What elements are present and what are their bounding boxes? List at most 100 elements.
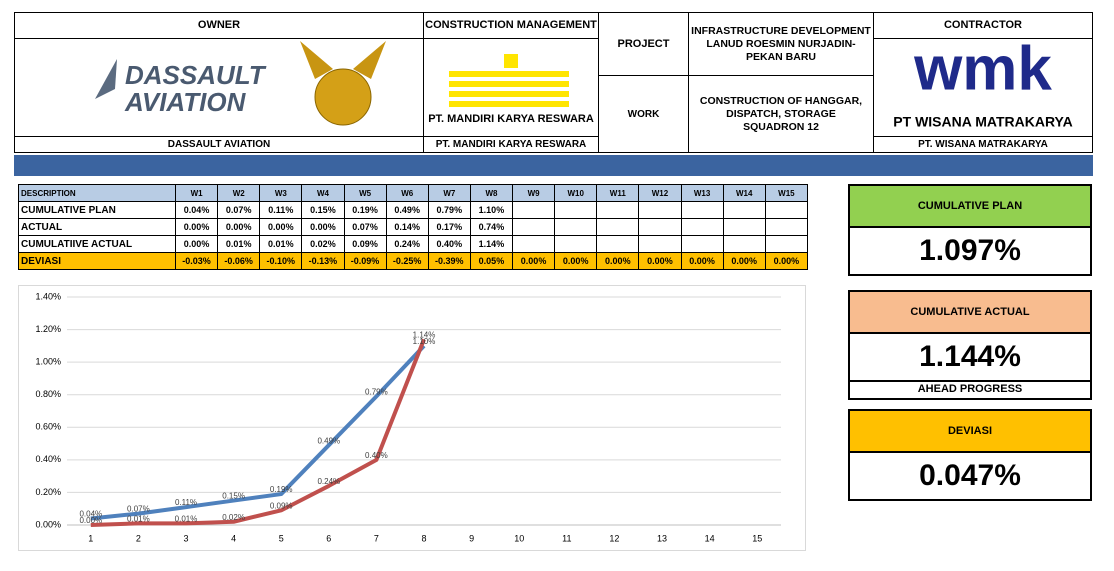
work-label: WORK: [598, 75, 689, 153]
x-tick-label: 5: [279, 533, 284, 543]
x-tick-label: 12: [609, 533, 619, 543]
chart: 0.00% 0.20% 0.40% 0.60% 0.80% 1.00% 1.20% 1.40%…: [35, 291, 781, 543]
work: CONSTRUCTION OF HANGGAR, DISPATCH, STORA…: [688, 75, 874, 153]
header-cell: W7: [427, 184, 471, 202]
series-line: [90, 338, 426, 527]
x-tick-label: 10: [514, 533, 524, 543]
progress-table: DESCRIPTION W1 W2 W3 W4 W5 W6 W7 W8 W9 W10 W11 W12 W1…: [18, 184, 809, 270]
emblem-wings: [300, 41, 386, 79]
row: CUMULATIIVE ACTUAL 0.00% 0.01% 0.01% 0.02% 0.…: [18, 235, 809, 253]
y-tick-label: 0.00%: [35, 519, 61, 529]
cell: 1.10%: [469, 201, 514, 219]
logo-text: wmk: [913, 39, 1052, 103]
owner-title: OWNER: [14, 12, 424, 39]
emblem: [314, 68, 372, 126]
data-label: 0.09%: [270, 501, 293, 510]
empty-cell: [511, 235, 556, 253]
data-label: 0.07%: [127, 505, 150, 514]
y-tick-label: 0.80%: [35, 389, 61, 399]
band: [14, 155, 1093, 176]
x-tick-label: 3: [183, 533, 188, 543]
data-label: 0.40%: [365, 451, 388, 460]
x-tick-label: 2: [136, 533, 141, 543]
empty-cell: [554, 235, 598, 253]
x-tick-label: 11: [562, 533, 571, 543]
row-label: CUMULATIIVE ACTUAL: [18, 235, 176, 253]
data-label: 0.79%: [365, 387, 388, 396]
x-tick-label: 13: [657, 533, 667, 543]
summary-title: CUMULATIVE PLAN: [850, 186, 1090, 228]
summary-value: 0.047%: [919, 459, 1021, 492]
summary-box: CUMULATIVE PLAN 1.097%: [848, 184, 1092, 276]
summary-note: AHEAD PROGRESS: [850, 380, 1090, 398]
project-label: PROJECT: [598, 12, 689, 76]
cell: 0.19%: [343, 201, 387, 219]
x-tick-label: 6: [326, 533, 331, 543]
y-tick-label: 1.00%: [35, 357, 61, 367]
row-label: CUMULATIVE PLAN: [18, 201, 176, 219]
cell: 0.09%: [343, 235, 387, 253]
data-label: 0.49%: [317, 436, 340, 445]
header-cell: W6: [385, 184, 429, 202]
cell: 0.00%: [259, 218, 303, 236]
header-cell: W14: [722, 184, 766, 202]
y-tick-label: 1.20%: [35, 324, 61, 334]
x-tick-label: 14: [705, 533, 715, 543]
cm-title: CONSTRUCTION MANAGEMENT: [423, 12, 599, 39]
data-label: 0.11%: [175, 498, 197, 507]
x-tick-label: 1: [88, 533, 93, 543]
project: INFRASTRUCTURE DEVELOPMENT LANUD ROESMIN…: [688, 12, 874, 76]
header-cell: W13: [680, 184, 724, 202]
cm-logo-art: PT. MANDIRI KARYA RESWARA: [428, 54, 594, 125]
empty-cell: [638, 218, 682, 236]
contractor-logo-art: wmk PT WISANA MATRAKARYA: [893, 34, 1072, 129]
data-label: 0.19%: [270, 485, 293, 494]
empty-cell: [596, 201, 640, 219]
header-cell: W4: [301, 184, 345, 202]
x-tick-label: 7: [374, 533, 379, 543]
row-label: ACTUAL: [18, 218, 176, 236]
cell: 0.04%: [174, 201, 219, 219]
x-tick-label: 8: [421, 533, 426, 543]
wing: [95, 59, 117, 99]
summary-title: CUMULATIVE ACTUAL: [850, 292, 1090, 334]
y-tick-label: 0.40%: [35, 454, 61, 464]
logo-text: DASSAULT: [125, 60, 267, 90]
cell: -0.10%: [259, 252, 303, 270]
cell: 0.11%: [259, 201, 303, 219]
empty-cell: [764, 201, 809, 219]
cell: -0.03%: [174, 252, 219, 270]
empty-cell: [722, 201, 766, 219]
summary-box: DEVIASI 0.047%: [848, 409, 1092, 501]
cell: 0.07%: [343, 218, 387, 236]
x-tick-label: 4: [231, 533, 236, 543]
owner-logo-art: DASSAULT AVIATION: [95, 41, 386, 126]
contractor-logo: wmk PT WISANA MATRAKARYA: [873, 34, 1093, 137]
data-label: 1.14%: [413, 330, 436, 339]
contractor-title: CONTRACTOR: [873, 12, 1093, 39]
cell: 0.00%: [174, 218, 219, 236]
header-cell: DESCRIPTION: [18, 184, 176, 202]
empty-cell: [511, 201, 556, 219]
data-label: 0.01%: [127, 514, 150, 523]
summary-box: CUMULATIVE ACTUAL 1.144% AHEAD PROGRESS: [848, 290, 1092, 400]
empty-cell: [596, 235, 640, 253]
empty-cell: [764, 235, 809, 253]
cell: 0.01%: [217, 235, 261, 253]
row: ACTUAL 0.00% 0.00% 0.00% 0.00% 0.07% 0.14% 0.17…: [18, 218, 809, 236]
cell: 0.00%: [722, 252, 766, 270]
empty-cell: [680, 218, 724, 236]
cell: 0.17%: [427, 218, 471, 236]
summary-title: DEVIASI: [850, 411, 1090, 453]
header-cell: W10: [554, 184, 598, 202]
cell: 0.00%: [217, 218, 261, 236]
empty-cell: [596, 218, 640, 236]
cell: 0.24%: [385, 235, 429, 253]
y-tick-label: 0.20%: [35, 487, 61, 497]
y-tick-label: 0.60%: [35, 422, 61, 432]
summary-value: 1.144%: [919, 340, 1021, 373]
bars: [449, 54, 569, 107]
cell: 0.49%: [385, 201, 429, 219]
cell: 1.14%: [469, 235, 514, 253]
